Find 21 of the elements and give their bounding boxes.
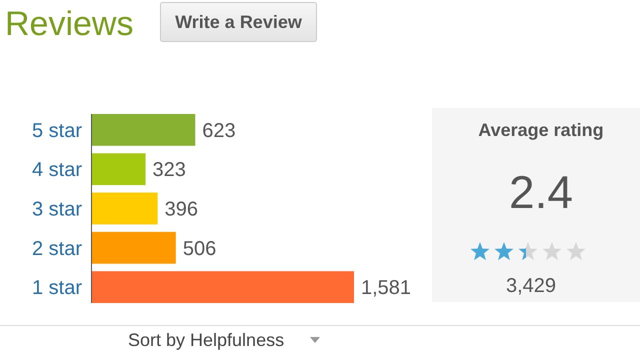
y-tick-label: 3 star: [32, 198, 82, 220]
data-label: 1,581: [361, 277, 412, 300]
data-label: 623: [202, 120, 236, 142]
bar: [92, 192, 158, 224]
data-label: 323: [152, 159, 186, 182]
y-tick-label: 5 star: [32, 120, 82, 142]
bar: [92, 232, 176, 264]
bar: [92, 153, 146, 186]
bar: [92, 114, 196, 146]
y-tick-label: 1 star: [32, 277, 82, 300]
chart-title: Reviews: [5, 5, 134, 43]
y-tick-label: 4 star: [32, 159, 82, 182]
text: 3,429: [506, 275, 556, 297]
text: Sort by Helpfulness: [128, 330, 284, 350]
text: Average rating: [478, 120, 604, 140]
text: Write a Review: [175, 12, 303, 32]
y-tick-label: 2 star: [32, 238, 82, 260]
bar: [92, 271, 354, 304]
text: 2.4: [509, 166, 573, 218]
data-label: 506: [182, 238, 216, 260]
data-label: 396: [164, 198, 198, 220]
